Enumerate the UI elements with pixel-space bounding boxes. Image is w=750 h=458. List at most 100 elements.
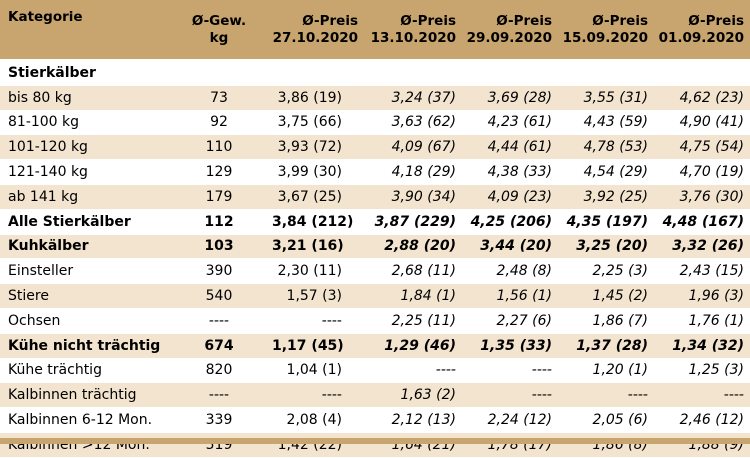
section-title: Stierkälber <box>0 60 750 86</box>
table-row: 121-140 kg 129 3,99 (30) 4,18 (29) 4,38 (33)… <box>0 159 750 185</box>
row-preis-history: 2,25 (3) <box>558 258 654 285</box>
row-preis-history: 4,78 (53) <box>558 134 654 161</box>
table-row: Ochsen ---- ---- 2,25 (11) 2,27 (6) 1,86 (7) 1… <box>0 308 750 334</box>
row-preis-history: 4,23 (61) <box>462 110 558 136</box>
row-kategorie: Ochsen <box>0 308 172 334</box>
header-preis-label: Ø-Preis <box>400 12 456 29</box>
row-gewicht: 390 <box>172 258 268 285</box>
header-preis-date: 01.09.2020 <box>658 29 744 46</box>
row-preis-history: 4,38 (33) <box>462 159 558 185</box>
header-gewicht-line1: Ø-Gew. <box>191 12 247 29</box>
header-preis-label: Ø-Preis <box>592 12 648 29</box>
row-preis-current: 3,21 (16) <box>268 234 364 260</box>
row-preis-history: 3,63 (62) <box>364 110 462 136</box>
row-preis-history: ---- <box>462 382 558 409</box>
row-preis-history: 1,84 (1) <box>364 283 462 309</box>
row-preis-history: 2,25 (11) <box>364 308 462 334</box>
row-preis-history: 2,48 (8) <box>462 258 558 285</box>
row-preis-history: 3,25 (20) <box>558 234 654 260</box>
row-kategorie: 101-120 kg <box>0 134 172 161</box>
row-preis-history: ---- <box>558 382 654 409</box>
table-row: Kühe nicht trächtig 674 1,17 (45) 1,29 (46)… <box>0 333 750 359</box>
table-footer-bar <box>0 438 750 444</box>
row-preis-history: 3,44 (20) <box>462 234 558 260</box>
row-preis-current: 3,93 (72) <box>268 134 364 161</box>
row-preis-history: 3,76 (30) <box>654 184 750 210</box>
row-gewicht: ---- <box>172 382 268 409</box>
row-kategorie: bis 80 kg <box>0 85 172 111</box>
row-preis-history: 1,45 (2) <box>558 283 654 309</box>
row-gewicht: 179 <box>172 184 268 210</box>
row-kategorie: Kuhkälber <box>0 234 172 260</box>
row-gewicht: ---- <box>172 308 268 334</box>
row-kategorie: ab 141 kg <box>0 184 172 210</box>
row-preis-history: 1,76 (1) <box>654 308 750 334</box>
row-preis-history: 1,63 (2) <box>364 382 462 409</box>
row-kategorie: Kalbinnen 6-12 Mon. <box>0 407 172 433</box>
section-header-row: Stierkälber <box>0 60 750 86</box>
row-preis-history: 1,78 (17) <box>462 432 558 458</box>
row-gewicht: 820 <box>172 358 268 384</box>
header-preis-col-4: Ø-Preis 15.09.2020 <box>558 0 654 61</box>
row-preis-history: 4,09 (67) <box>364 134 462 161</box>
row-preis-history: ---- <box>364 358 462 384</box>
row-preis-history: 3,55 (31) <box>558 85 654 111</box>
header-preis-label: Ø-Preis <box>496 12 552 29</box>
row-kategorie: Kühe nicht trächtig <box>0 333 172 359</box>
row-preis-history: 3,92 (25) <box>558 184 654 210</box>
row-preis-history: 1,34 (32) <box>654 333 750 359</box>
row-kategorie: 121-140 kg <box>0 159 172 185</box>
row-gewicht: 540 <box>172 283 268 309</box>
row-preis-history: 2,43 (15) <box>654 258 750 285</box>
row-gewicht: 110 <box>172 134 268 161</box>
row-preis-history: 3,24 (37) <box>364 85 462 111</box>
row-preis-current: 3,86 (19) <box>268 85 364 111</box>
header-preis-label: Ø-Preis <box>688 12 744 29</box>
row-gewicht: 73 <box>172 85 268 111</box>
row-gewicht: 519 <box>172 432 268 458</box>
row-preis-history: 2,12 (13) <box>364 407 462 433</box>
header-preis-date: 15.09.2020 <box>562 29 648 46</box>
row-preis-history: 1,29 (46) <box>364 333 462 359</box>
row-preis-current: 3,75 (66) <box>268 110 364 136</box>
table-row: Einsteller 390 2,30 (11) 2,68 (11) 2,48 (8) 2… <box>0 258 750 285</box>
table-row: Kühe trächtig 820 1,04 (1) ---- ---- 1,20 (1)… <box>0 358 750 384</box>
row-preis-history: 1,88 (9) <box>654 432 750 458</box>
row-gewicht: 129 <box>172 159 268 185</box>
row-preis-history: ---- <box>654 382 750 409</box>
table-row: bis 80 kg 73 3,86 (19) 3,24 (37) 3,69 (28) 3,… <box>0 85 750 111</box>
header-kategorie: Kategorie <box>0 0 172 61</box>
table-body: Stierkälber bis 80 kg 73 3,86 (19) 3,24 (37)… <box>0 60 750 458</box>
row-preis-history: 4,48 (167) <box>654 209 750 235</box>
header-preis-date: 13.10.2020 <box>370 29 456 46</box>
row-kategorie: Einsteller <box>0 258 172 285</box>
row-preis-current: 3,84 (212) <box>268 209 364 235</box>
table-row: Kalbinnen trächtig ---- ---- 1,63 (2) ---- --… <box>0 382 750 409</box>
row-preis-current: ---- <box>268 308 364 334</box>
row-kategorie: Alle Stierkälber <box>0 209 172 235</box>
row-preis-current: 1,42 (22) <box>268 432 364 458</box>
row-preis-history: 2,05 (6) <box>558 407 654 433</box>
header-preis-date: 29.09.2020 <box>466 29 552 46</box>
row-preis-history: 1,20 (1) <box>558 358 654 384</box>
row-preis-history: 3,69 (28) <box>462 85 558 111</box>
row-preis-current: 2,08 (4) <box>268 407 364 433</box>
row-preis-history: 4,62 (23) <box>654 85 750 111</box>
row-kategorie: Kühe trächtig <box>0 358 172 384</box>
table-row: Kalbinnen >12 Mon. 519 1,42 (22) 1,64 (21) 1… <box>0 432 750 458</box>
row-preis-current: 2,30 (11) <box>268 258 364 285</box>
row-preis-current: 1,17 (45) <box>268 333 364 359</box>
row-kategorie: 81-100 kg <box>0 110 172 136</box>
row-preis-history: 4,90 (41) <box>654 110 750 136</box>
header-row: Kategorie Ø-Gew. kg Ø-Preis 27.10.2020 Ø… <box>0 0 750 61</box>
row-preis-history: 4,25 (206) <box>462 209 558 235</box>
row-preis-history: 4,54 (29) <box>558 159 654 185</box>
header-preis-col-1: Ø-Preis 27.10.2020 <box>268 0 364 61</box>
table-row: 81-100 kg 92 3,75 (66) 3,63 (62) 4,23 (61) 4,… <box>0 110 750 136</box>
row-preis-history: 2,46 (12) <box>654 407 750 433</box>
row-preis-history: 1,35 (33) <box>462 333 558 359</box>
row-kategorie: Stiere <box>0 283 172 309</box>
row-preis-history: 1,25 (3) <box>654 358 750 384</box>
row-preis-history: 4,70 (19) <box>654 159 750 185</box>
